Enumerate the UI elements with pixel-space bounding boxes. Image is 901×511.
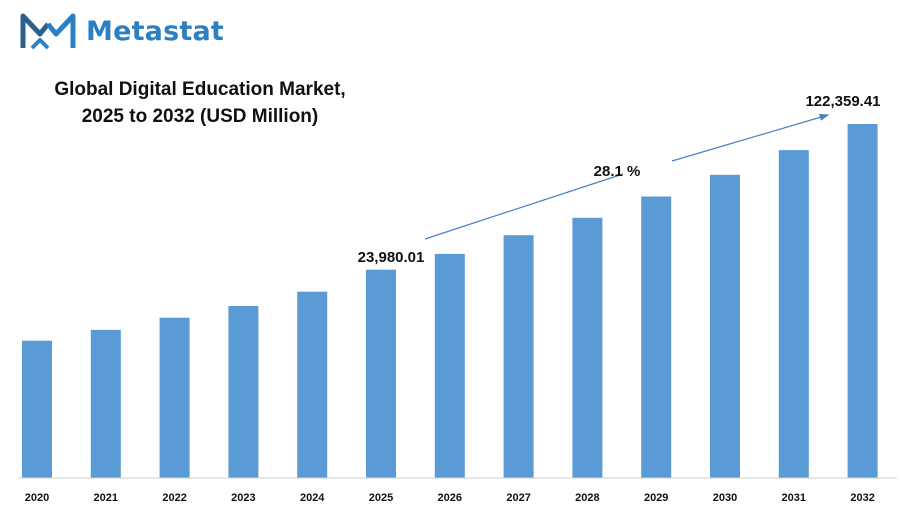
brand-logo: Metastat bbox=[18, 10, 224, 52]
x-tick-label-2029: 2029 bbox=[644, 492, 668, 504]
cagr-label: 28.1 % bbox=[594, 163, 641, 180]
brand-name: Metastat bbox=[86, 15, 225, 47]
bar-2026 bbox=[434, 253, 465, 478]
x-tick-label-2026: 2026 bbox=[438, 492, 462, 504]
x-tick-label-2022: 2022 bbox=[162, 492, 186, 504]
growth-arrow-line bbox=[424, 173, 624, 240]
chart-title: Global Digital Education Market, 2025 to… bbox=[40, 76, 360, 130]
start-value-label: 23,980.01 bbox=[358, 249, 425, 266]
x-tick-label-2023: 2023 bbox=[231, 492, 255, 504]
bar-2022 bbox=[159, 317, 190, 478]
bar-2028 bbox=[572, 217, 603, 479]
bar-2025 bbox=[366, 269, 396, 478]
bar-2027 bbox=[503, 235, 534, 478]
bar-2024 bbox=[297, 291, 328, 478]
growth-arrow-head-line bbox=[671, 113, 830, 162]
bar-2030 bbox=[710, 174, 740, 479]
x-tick-label-2032: 2032 bbox=[850, 492, 874, 504]
x-tick-label-2031: 2031 bbox=[782, 492, 806, 504]
x-tick-label-2024: 2024 bbox=[300, 492, 325, 504]
bar-2020 bbox=[22, 340, 52, 478]
x-tick-label-2028: 2028 bbox=[575, 492, 599, 504]
bar-2023 bbox=[228, 306, 259, 478]
x-tick-label-2030: 2030 bbox=[713, 492, 737, 504]
bar-2021 bbox=[90, 329, 121, 478]
x-tick-label-2027: 2027 bbox=[506, 492, 530, 504]
metastat-m-logo-icon bbox=[20, 13, 76, 50]
chart-title-line-1: Global Digital Education Market, bbox=[54, 79, 346, 100]
bar-2029 bbox=[641, 196, 672, 478]
end-value-label: 122,359.41 bbox=[805, 93, 880, 110]
bar-2032 bbox=[847, 124, 878, 478]
chart-title-line-2: 2025 to 2032 (USD Million) bbox=[81, 106, 319, 127]
bar-2031 bbox=[778, 150, 809, 478]
x-tick-label-2021: 2021 bbox=[94, 492, 118, 504]
x-tick-label-2025: 2025 bbox=[369, 492, 393, 504]
x-tick-label-2020: 2020 bbox=[25, 492, 49, 504]
